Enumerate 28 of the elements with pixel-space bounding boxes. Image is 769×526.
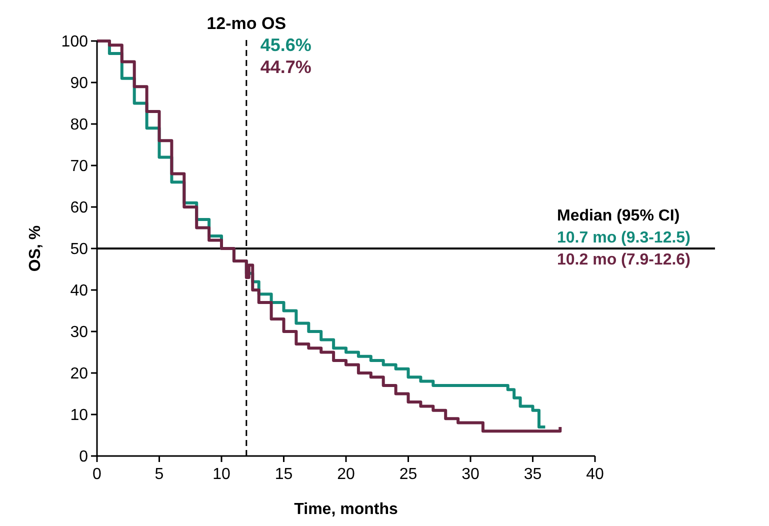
x-tick-label: 25: [399, 466, 418, 483]
y-tick-label: 50: [70, 241, 88, 258]
x-tick-label: 30: [462, 466, 480, 483]
y-tick-label: 70: [70, 158, 88, 176]
x-tick-label: 20: [337, 466, 355, 483]
x-tick-label: 40: [586, 466, 604, 483]
y-tick-label: 30: [70, 324, 88, 342]
y-tick-label: 100: [61, 34, 88, 51]
y-axis-title: OS, %: [27, 225, 44, 272]
x-tick-label: 15: [274, 466, 293, 483]
ref-line-label: 12-mo OS: [206, 14, 286, 33]
annotation: 45.6%: [260, 35, 312, 55]
x-tick-label: 5: [154, 466, 164, 483]
annotation: 44.7%: [260, 57, 312, 77]
x-axis-title: Time, months: [294, 501, 398, 518]
x-tick-label: 10: [212, 466, 230, 483]
annotation: 10.7 mo (9.3-12.5): [557, 230, 690, 246]
y-tick-label: 90: [70, 75, 88, 92]
y-tick-label: 20: [70, 366, 88, 383]
y-tick-label: 10: [70, 407, 88, 424]
annotation: 10.2 mo (7.9-12.6): [557, 252, 690, 268]
annotation: Median (95% CI): [557, 208, 680, 224]
y-tick-label: 0: [79, 448, 88, 466]
x-tick-label: 35: [524, 466, 542, 483]
y-tick-label: 40: [70, 282, 88, 300]
y-tick-label: 80: [70, 116, 88, 134]
x-tick-label: 0: [92, 466, 102, 483]
y-tick-label: 60: [70, 200, 88, 217]
